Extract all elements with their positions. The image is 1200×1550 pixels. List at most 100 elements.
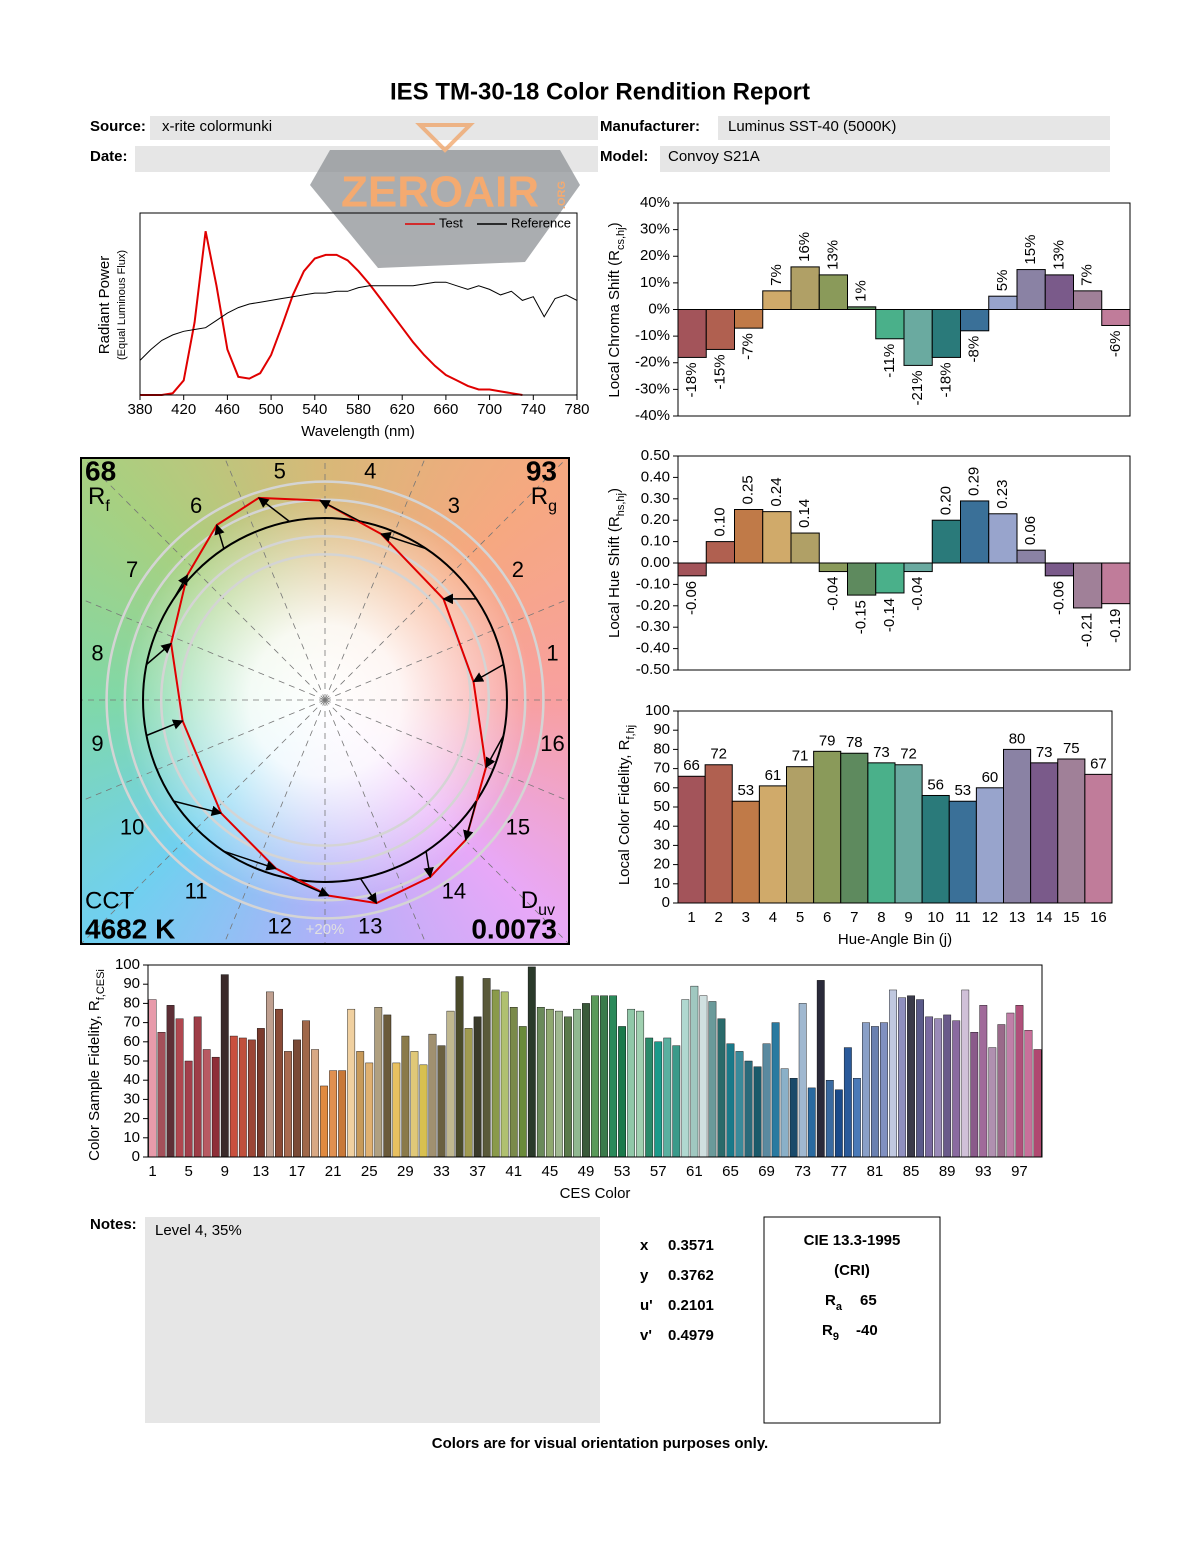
bar (903, 562, 933, 573)
bar (677, 309, 707, 358)
y-axis-label: Color Sample Fidelity, Rf,CESi (86, 969, 107, 1161)
hue-bin-label: 6 (190, 493, 202, 518)
value-label: 0.10 (711, 507, 728, 536)
y-tick-label: 70 (653, 760, 670, 777)
bar (871, 1026, 879, 1158)
y-tick-label: 0.10 (641, 533, 670, 550)
y-tick-label: 40% (640, 194, 670, 211)
hue-bin-label: 1 (546, 641, 558, 666)
y-axis-label: Local Color Fidelity, Rf,hj (616, 725, 637, 885)
bar (211, 1056, 220, 1158)
value-label: -0.06 (683, 581, 700, 615)
y-tick-label: 10 (653, 875, 670, 892)
bar (654, 1041, 663, 1158)
bar (762, 1043, 771, 1158)
bar (536, 1007, 545, 1158)
watermark-icon (415, 123, 475, 153)
bar (302, 1020, 310, 1158)
value-label: -0.21 (1079, 613, 1096, 647)
field-value: Luminus SST-40 (5000K) (728, 118, 896, 135)
legend-label: Reference (511, 215, 571, 230)
value-label: 7% (1079, 264, 1096, 286)
bar (1030, 762, 1059, 904)
x-tick-label: 2 (715, 909, 723, 926)
bar (771, 1022, 780, 1158)
x-tick-label: 57 (650, 1163, 667, 1180)
y-tick-label: -10% (635, 327, 670, 344)
value-label: 1% (853, 280, 870, 302)
bar (473, 1016, 482, 1158)
duv-symbol: Duv (521, 887, 555, 918)
x-tick-label: 89 (939, 1163, 956, 1180)
chromaticity-value: 0.4979 (668, 1327, 714, 1344)
bin-boundary (324, 699, 569, 944)
y-tick-label: -30% (635, 380, 670, 397)
bar (847, 306, 877, 310)
x-tick-label: 5 (184, 1163, 192, 1180)
x-tick-label: 660 (433, 401, 458, 418)
bar (894, 764, 923, 904)
scale-circle (105, 480, 545, 920)
watermark: ZEROAIR .ORG (310, 123, 580, 268)
chromaticity-value: 0.3762 (668, 1267, 714, 1284)
bar (948, 800, 977, 904)
cct-label: CCT (85, 887, 135, 914)
bar (717, 1018, 726, 1158)
bar (677, 775, 706, 904)
value-label: 60 (982, 769, 999, 786)
cri-subtitle: (CRI) (834, 1262, 870, 1279)
bin-boundary (81, 598, 326, 701)
chromaticity-label: x (640, 1237, 649, 1254)
value-label: 80 (1009, 730, 1026, 747)
y-tick-label: 0.50 (641, 447, 670, 464)
field-box (660, 146, 1110, 172)
hue-bin-label: 11 (185, 879, 208, 904)
bar (491, 989, 500, 1158)
x-tick-label: 460 (215, 401, 240, 418)
value-label: -6% (1107, 330, 1124, 357)
bar (762, 511, 792, 564)
shift-arrow (146, 719, 184, 737)
x-tick-label: 9 (221, 1163, 229, 1180)
bar (867, 762, 896, 904)
bar (500, 991, 509, 1158)
bar (1003, 748, 1032, 904)
notes-label: Notes: (90, 1216, 137, 1233)
reference-circle (142, 517, 508, 883)
rf-value: 68 (85, 455, 116, 486)
bar (1101, 309, 1131, 326)
x-tick-label: 7 (850, 909, 858, 926)
rf-symbol-sub: f (105, 498, 110, 515)
chromaticity-value: 0.3571 (668, 1237, 714, 1254)
field-label: Source: (90, 118, 146, 135)
x-tick-label: 620 (390, 401, 415, 418)
x-tick-label: 9 (904, 909, 912, 926)
y-tick-label: 90 (123, 975, 140, 992)
bar (934, 1018, 943, 1158)
watermark-shield (310, 150, 580, 268)
bin-boundary (223, 699, 326, 944)
value-label: 61 (765, 767, 782, 784)
cct-value: 4682 K (85, 913, 175, 944)
x-tick-label: 29 (397, 1163, 414, 1180)
bar (834, 1089, 843, 1158)
y-tick-label: 0 (132, 1148, 140, 1165)
x-tick-label: 8 (877, 909, 885, 926)
x-tick-label: 380 (127, 401, 152, 418)
value-label: 79 (819, 732, 836, 749)
hue-bin-label: 8 (91, 641, 103, 666)
y-tick-label: 100 (645, 702, 670, 719)
x-tick-label: 81 (867, 1163, 884, 1180)
bin-boundary (224, 458, 326, 701)
bar (446, 1010, 455, 1158)
value-label: -8% (966, 336, 983, 363)
value-label: -0.19 (1107, 609, 1124, 643)
shift-arrow (463, 800, 478, 841)
bar (960, 500, 990, 564)
shift-arrow (173, 800, 223, 816)
value-label: 78 (846, 734, 863, 751)
bin-boundary (324, 458, 568, 701)
y-tick-label: 0.20 (641, 511, 670, 528)
y-axis-label-text: Local Chroma Shift (R (606, 250, 623, 398)
bar (464, 1028, 473, 1158)
